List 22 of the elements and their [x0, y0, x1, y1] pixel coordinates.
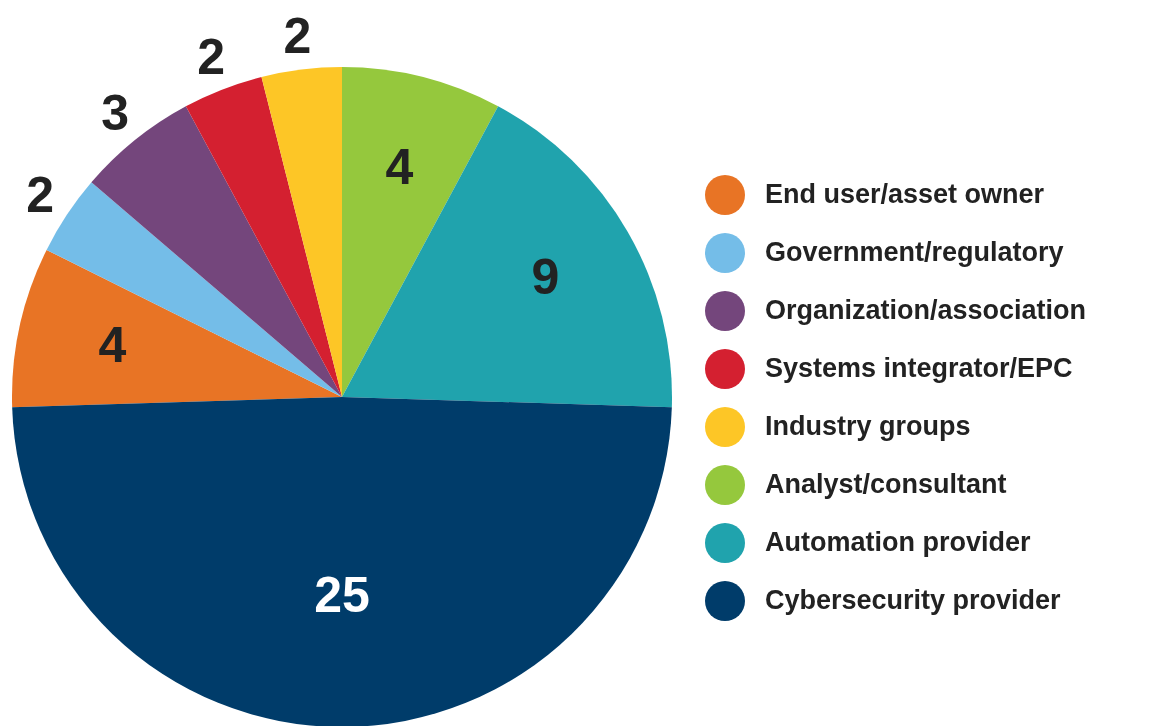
- legend-label: Automation provider: [765, 527, 1031, 557]
- legend-label: End user/asset owner: [765, 179, 1045, 209]
- pie-slice: [12, 249, 342, 408]
- data-label: 2: [197, 29, 226, 86]
- data-label: 2: [26, 167, 55, 224]
- data-label: 2: [283, 7, 312, 64]
- data-label: 4: [98, 316, 127, 373]
- pie-slice: [12, 397, 672, 726]
- legend-label: Government/regulatory: [765, 237, 1064, 267]
- pie-slice: [261, 67, 342, 397]
- data-label: 25: [314, 567, 370, 623]
- data-label: 3: [101, 84, 129, 141]
- legend-label: Industry groups: [765, 411, 971, 441]
- pie-slice: [342, 106, 672, 408]
- pie-slice: [342, 67, 499, 397]
- pie-slice: [185, 76, 342, 397]
- legend-label: Systems integrator/EPC: [765, 353, 1073, 383]
- legend-label: Organization/association: [765, 295, 1087, 325]
- data-label: 9: [531, 249, 560, 306]
- legend-label: Cybersecurity provider: [765, 585, 1062, 615]
- data-label: 4: [385, 139, 414, 196]
- legend-label: Analyst/consultant: [765, 469, 1007, 499]
